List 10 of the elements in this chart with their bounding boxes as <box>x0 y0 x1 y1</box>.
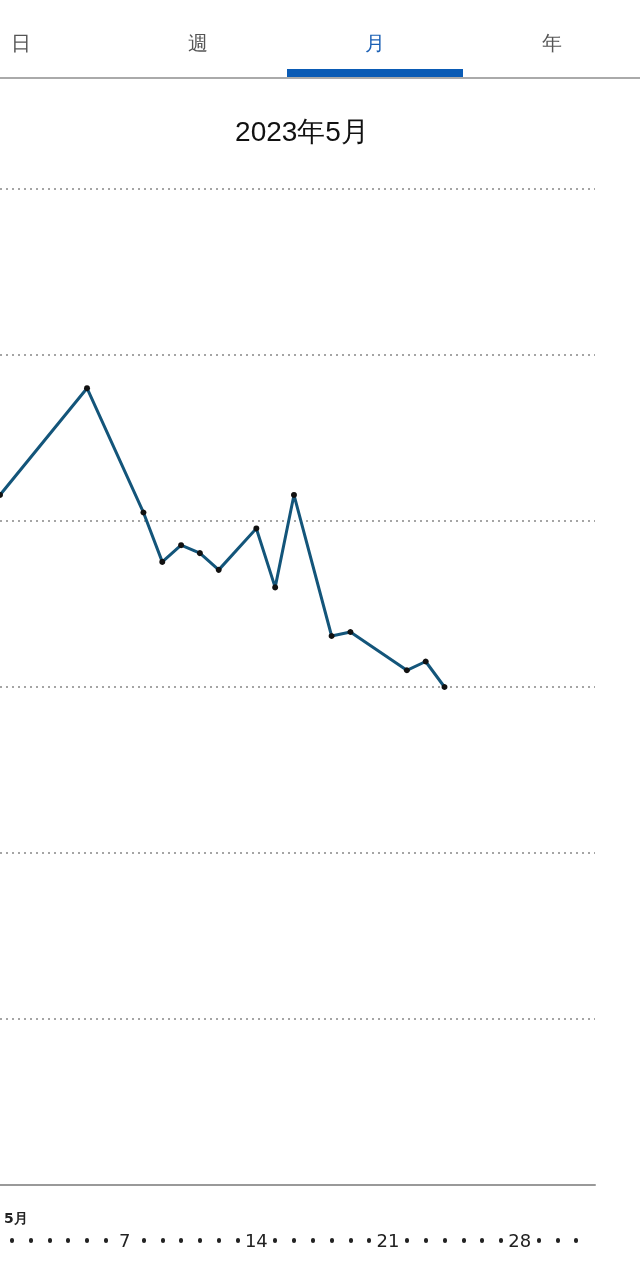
chart-title: 2023年5月 <box>235 115 369 147</box>
text: 日 <box>9 30 32 57</box>
x-tick-label: 21 <box>376 1229 400 1251</box>
x-tick-label: 7 <box>118 1229 131 1251</box>
text: 月 <box>363 30 386 57</box>
x-tick-label: 14 <box>244 1229 268 1251</box>
x-tick-label: 28 <box>508 1229 532 1251</box>
text: 年 <box>540 30 563 57</box>
text: 週 <box>186 30 209 57</box>
x-axis-title: 5月 <box>4 1210 28 1226</box>
